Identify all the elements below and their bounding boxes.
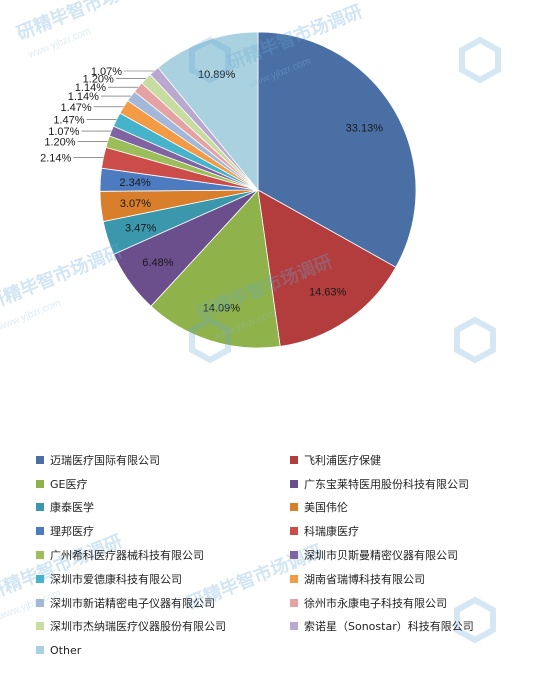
legend-item: 徐州市永康电子科技有限公司	[290, 591, 526, 615]
legend-item: 广州希科医疗器械科技有限公司	[36, 543, 290, 567]
legend-item: 深圳市杰纳瑞医疗仪器股份有限公司	[36, 615, 290, 639]
legend-item: 康泰医学	[36, 496, 290, 520]
legend-swatch	[290, 622, 298, 631]
legend-label: Other	[50, 643, 82, 657]
legend-item: 理邦医疗	[36, 519, 290, 543]
legend-swatch	[36, 551, 44, 560]
slice-label: 1.47%	[53, 115, 84, 127]
legend-item: Other	[36, 638, 290, 662]
slice-label: 2.34%	[119, 177, 150, 189]
pie-slice	[150, 189, 281, 349]
legend-swatch	[290, 551, 298, 560]
slice-label: 1.47%	[60, 102, 91, 114]
legend-label: 广东宝莱特医用股份科技有限公司	[304, 477, 469, 491]
legend-label: 索诺星（Sonostar）科技有限公司	[304, 620, 474, 634]
legend-label: 深圳市爱德康科技有限公司	[50, 572, 182, 586]
pie-chart: 33.13% 14.63% 14.09% 6.48% 3.47% 3.07% 2.34% 2.…	[40, 31, 417, 349]
legend-label: 康泰医学	[50, 501, 94, 515]
slice-label: 2.14%	[40, 153, 71, 165]
legend-item: 科瑞康医疗	[290, 519, 526, 543]
legend-label: 理邦医疗	[50, 525, 94, 539]
legend-item: 深圳市贝斯曼精密仪器有限公司	[290, 543, 526, 567]
legend-swatch	[290, 455, 298, 464]
legend-item: 美国伟伦	[290, 496, 526, 520]
slice-label: 6.48%	[142, 257, 173, 269]
legend-swatch	[36, 622, 44, 631]
legend-swatch	[290, 479, 298, 488]
legend-label: 迈瑞医疗国际有限公司	[50, 453, 160, 467]
legend-item: 飞利浦医疗保健	[290, 448, 526, 472]
legend-swatch	[290, 503, 298, 512]
legend-swatch	[290, 527, 298, 536]
legend-item: 深圳市新诺精密电子仪器有限公司	[36, 591, 290, 615]
pie-slice	[157, 31, 259, 192]
legend-label: 徐州市永康电子科技有限公司	[304, 596, 447, 610]
pie-slices	[99, 31, 417, 349]
pie-slice	[257, 31, 417, 268]
slice-label: 10.89%	[198, 69, 236, 81]
legend-label: 美国伟伦	[304, 501, 348, 515]
slice-label: 14.63%	[309, 287, 347, 299]
slice-label: 1.20%	[83, 74, 114, 86]
legend-item: 广东宝莱特医用股份科技有限公司	[290, 472, 526, 496]
legend-item: 湖南省瑞博科技有限公司	[290, 567, 526, 591]
legend-label: 深圳市杰纳瑞医疗仪器股份有限公司	[50, 620, 226, 634]
legend-item: 迈瑞医疗国际有限公司	[36, 448, 290, 472]
legend-label: 飞利浦医疗保健	[304, 453, 381, 467]
legend-swatch	[36, 574, 44, 583]
slice-label: 1.14%	[75, 82, 106, 94]
legend-label: GE医疗	[50, 477, 88, 491]
legend-item: GE医疗	[36, 472, 290, 496]
pie-slice	[257, 189, 397, 347]
legend-swatch	[36, 646, 44, 655]
legend-swatch	[36, 598, 44, 607]
legend-label: 湖南省瑞博科技有限公司	[304, 572, 425, 586]
legend-item: 深圳市爱德康科技有限公司	[36, 567, 290, 591]
legend-swatch	[290, 598, 298, 607]
slice-label: 1.20%	[44, 137, 75, 149]
slice-label: 1.07%	[48, 126, 79, 138]
legend: 迈瑞医疗国际有限公司 飞利浦医疗保健 GE医疗 广东宝莱特医用股份科技有限公司康泰医学…	[36, 448, 526, 662]
legend-label: 深圳市贝斯曼精密仪器有限公司	[304, 549, 458, 563]
legend-label: 广州希科医疗器械科技有限公司	[50, 549, 204, 563]
legend-swatch	[36, 527, 44, 536]
slice-label: 1.14%	[68, 91, 99, 103]
legend-label: 科瑞康医疗	[304, 525, 359, 539]
legend-swatch	[36, 479, 44, 488]
slice-label: 14.09%	[203, 303, 241, 315]
legend-item: 索诺星（Sonostar）科技有限公司	[290, 615, 526, 639]
pie-labels: 33.13% 14.63% 14.09% 6.48% 3.47% 3.07% 2.34% 2.…	[40, 66, 383, 315]
legend-swatch	[36, 455, 44, 464]
legend-label: 深圳市新诺精密电子仪器有限公司	[50, 596, 215, 610]
slice-label: 33.13%	[346, 123, 384, 135]
slice-label: 3.07%	[120, 198, 151, 210]
legend-swatch	[290, 574, 298, 583]
legend-swatch	[36, 503, 44, 512]
slice-label: 1.07%	[91, 66, 122, 78]
slice-label: 3.47%	[125, 223, 156, 235]
